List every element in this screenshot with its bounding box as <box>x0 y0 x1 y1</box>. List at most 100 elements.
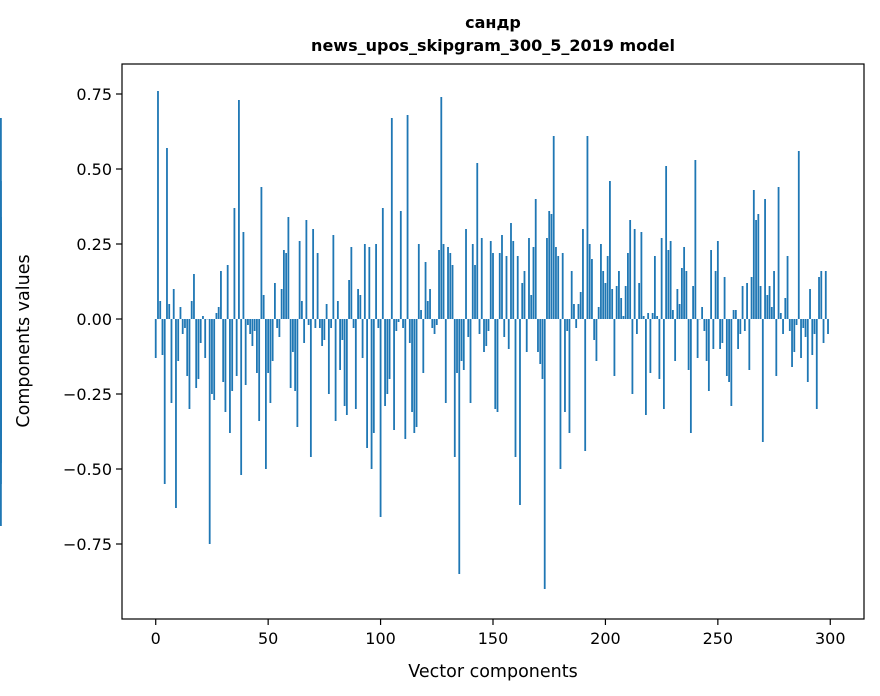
bar <box>229 319 231 433</box>
bar <box>627 253 629 319</box>
bar <box>384 319 386 406</box>
bar <box>734 310 737 319</box>
chart-title: сандр <box>465 13 521 32</box>
bar <box>703 319 706 331</box>
bar <box>498 253 501 319</box>
bar <box>752 190 755 319</box>
bar <box>523 271 526 319</box>
bar <box>240 319 243 475</box>
bar <box>669 241 672 319</box>
bar <box>211 319 213 394</box>
bar <box>330 319 333 328</box>
bar <box>566 319 569 331</box>
bar <box>249 319 252 334</box>
bar <box>716 241 719 319</box>
bar <box>300 301 303 319</box>
bar <box>564 319 566 412</box>
bar <box>651 313 654 319</box>
bar <box>773 271 775 319</box>
bar <box>327 319 330 394</box>
bar <box>732 310 735 319</box>
y-tick-label: 0.75 <box>76 85 112 104</box>
bar <box>372 319 375 433</box>
bar <box>393 319 395 430</box>
bar <box>244 319 247 385</box>
bar <box>233 208 236 319</box>
bar <box>730 319 733 406</box>
bar <box>278 319 281 337</box>
bar <box>226 265 229 319</box>
x-tick-label: 300 <box>815 629 846 648</box>
x-tick-label: 250 <box>703 629 734 648</box>
bar <box>0 118 2 319</box>
bar <box>611 289 614 319</box>
bar <box>195 319 198 388</box>
bar <box>312 229 315 319</box>
bar <box>671 310 674 319</box>
bar <box>402 319 404 328</box>
bar <box>363 244 366 319</box>
bar <box>294 319 297 391</box>
bar <box>501 235 503 319</box>
bar <box>159 301 162 319</box>
bar <box>447 247 449 319</box>
bar <box>485 319 488 346</box>
bar <box>645 319 647 415</box>
bar <box>345 319 348 415</box>
bar <box>213 319 216 400</box>
bar <box>251 319 254 346</box>
bar <box>314 319 317 328</box>
bar <box>431 319 434 328</box>
bar <box>618 271 620 319</box>
bar <box>797 151 800 319</box>
bar <box>588 244 591 319</box>
bar <box>606 256 609 319</box>
bar <box>462 319 465 370</box>
bar <box>705 319 708 361</box>
bar <box>525 319 528 352</box>
bar <box>555 247 557 319</box>
bar <box>265 319 267 469</box>
bar <box>658 319 661 379</box>
bar <box>415 319 418 427</box>
bar <box>777 187 780 319</box>
bar <box>480 238 483 319</box>
bar <box>548 211 551 319</box>
y-tick-label: −0.75 <box>63 535 112 554</box>
bar <box>528 238 530 319</box>
bar <box>258 319 261 421</box>
bar <box>381 208 384 319</box>
bar <box>537 319 539 352</box>
bar <box>818 277 820 319</box>
bar <box>271 319 274 361</box>
bar <box>397 319 400 322</box>
bar <box>489 241 492 319</box>
bar <box>181 319 184 334</box>
bar <box>710 250 712 319</box>
bar <box>456 319 458 373</box>
bar <box>561 253 564 319</box>
bar <box>600 244 602 319</box>
bar <box>404 319 407 439</box>
bar <box>435 319 438 325</box>
bar <box>442 244 445 319</box>
bar <box>806 319 809 382</box>
bar <box>494 319 497 409</box>
bar <box>505 256 508 319</box>
bar <box>591 259 593 319</box>
bar <box>640 232 643 319</box>
bar <box>595 319 598 361</box>
bar <box>593 319 596 340</box>
bar <box>577 304 580 319</box>
bar <box>157 91 159 319</box>
bar <box>512 241 515 319</box>
bar <box>417 244 420 319</box>
bar <box>804 319 807 337</box>
x-tick-label: 200 <box>590 629 621 648</box>
bar <box>496 319 499 412</box>
bar <box>202 316 204 319</box>
bar <box>534 199 537 319</box>
bar <box>609 181 611 319</box>
bar <box>539 319 542 364</box>
bar <box>546 238 548 319</box>
